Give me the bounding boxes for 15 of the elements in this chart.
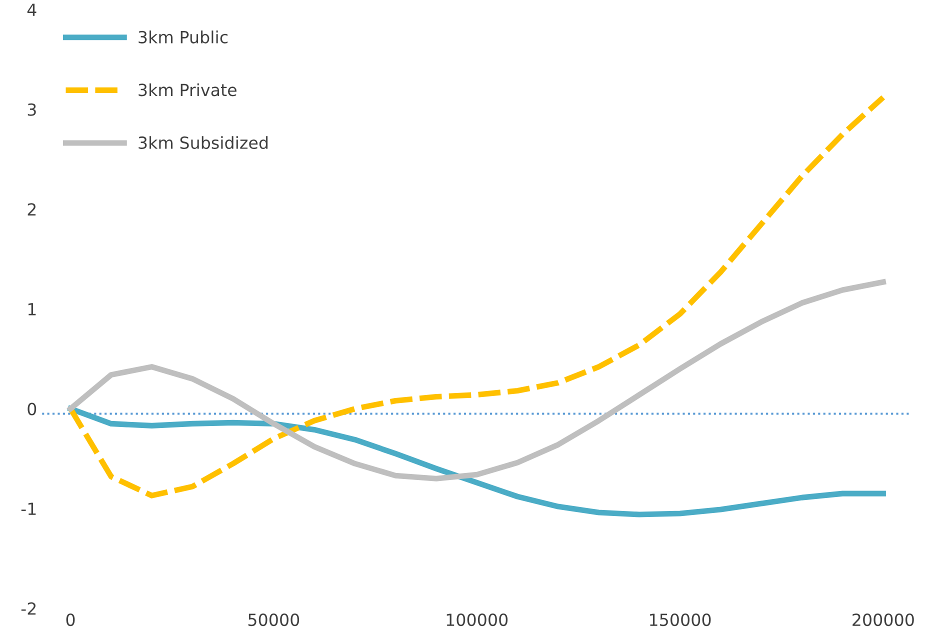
y-tick-label: -1	[21, 502, 36, 515]
y-tick-label: 0	[28, 402, 36, 416]
x-tick-label: 200000	[852, 613, 914, 626]
y-tick-label: 3	[28, 103, 36, 116]
y-tick-label: 2	[28, 203, 36, 216]
y-tick-label: 4	[27, 4, 36, 16]
y-tick-label: 1	[28, 303, 36, 316]
y-tick-label: -2	[21, 602, 36, 615]
legend-label: 3km Private	[138, 83, 236, 96]
x-tick-label: 0	[66, 613, 75, 626]
x-tick-label: 100000	[446, 613, 508, 626]
x-tick-label: 50000	[248, 613, 300, 626]
legend-label: 3km Subsidized	[138, 136, 268, 150]
x-tick-label: 150000	[650, 613, 711, 626]
legend-label: 3km Public	[138, 30, 228, 44]
